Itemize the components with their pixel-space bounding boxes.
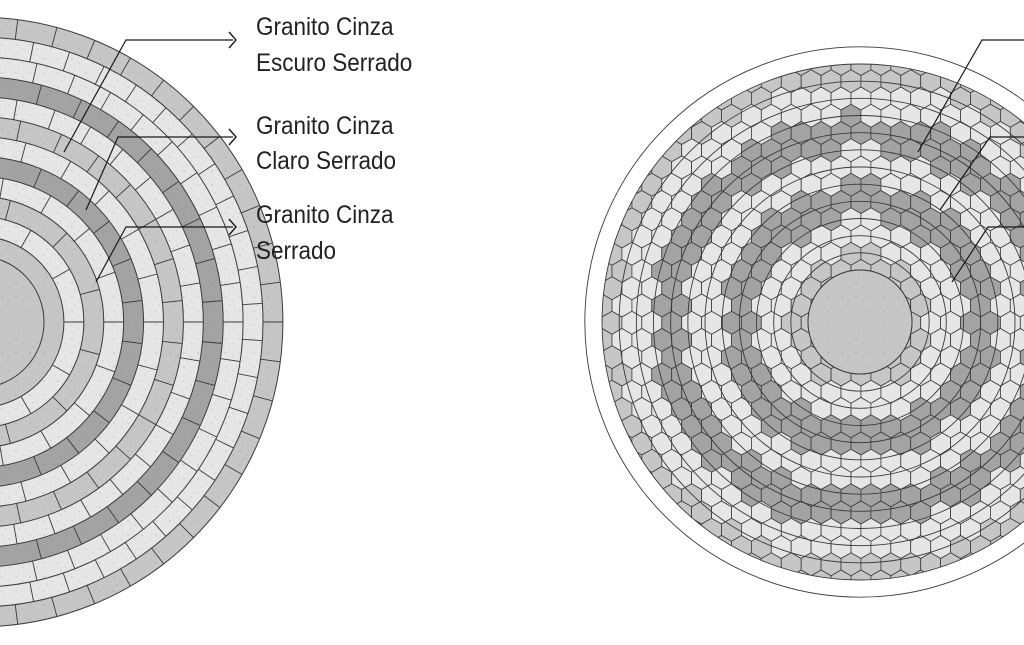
- hex-tiles: [582, 53, 1024, 594]
- label-medium-line1: Granito Cinza: [256, 200, 394, 230]
- center-texture: [808, 270, 912, 374]
- label-dark-line2: Escuro Serrado: [256, 48, 412, 78]
- label-medium-line2: Serrado: [256, 236, 336, 266]
- label-light-line2: Claro Serrado: [256, 146, 396, 176]
- label-light-line1: Granito Cinza: [256, 111, 394, 141]
- hexagonal-paving-disc-right: [582, 47, 1024, 597]
- radial-paving-disc-left: [0, 17, 283, 627]
- label-dark-line1: Granito Cinza: [256, 12, 394, 42]
